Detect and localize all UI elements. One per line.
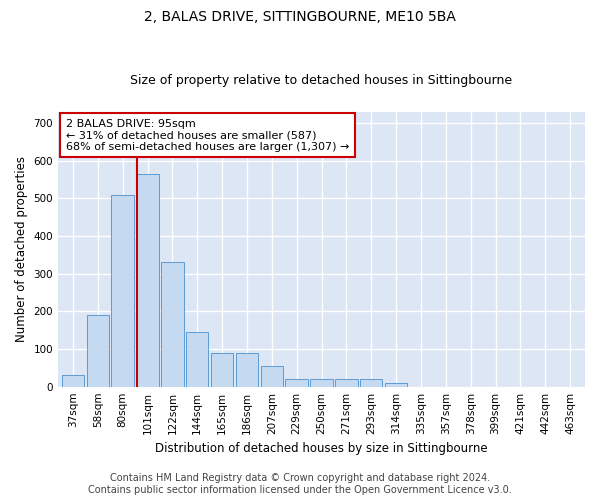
Bar <box>86 315 109 386</box>
Bar <box>260 366 283 386</box>
Bar <box>186 332 208 386</box>
Bar <box>211 353 233 386</box>
Bar <box>112 194 134 386</box>
Y-axis label: Number of detached properties: Number of detached properties <box>15 156 28 342</box>
Bar <box>286 379 308 386</box>
Title: Size of property relative to detached houses in Sittingbourne: Size of property relative to detached ho… <box>130 74 512 87</box>
Bar <box>62 376 84 386</box>
Bar <box>161 262 184 386</box>
Bar <box>360 379 382 386</box>
Bar <box>335 379 358 386</box>
Text: 2 BALAS DRIVE: 95sqm
← 31% of detached houses are smaller (587)
68% of semi-deta: 2 BALAS DRIVE: 95sqm ← 31% of detached h… <box>66 118 349 152</box>
Bar <box>385 383 407 386</box>
Bar <box>236 353 258 386</box>
Text: 2, BALAS DRIVE, SITTINGBOURNE, ME10 5BA: 2, BALAS DRIVE, SITTINGBOURNE, ME10 5BA <box>144 10 456 24</box>
Bar <box>136 174 159 386</box>
Bar <box>310 379 333 386</box>
X-axis label: Distribution of detached houses by size in Sittingbourne: Distribution of detached houses by size … <box>155 442 488 455</box>
Text: Contains HM Land Registry data © Crown copyright and database right 2024.
Contai: Contains HM Land Registry data © Crown c… <box>88 474 512 495</box>
